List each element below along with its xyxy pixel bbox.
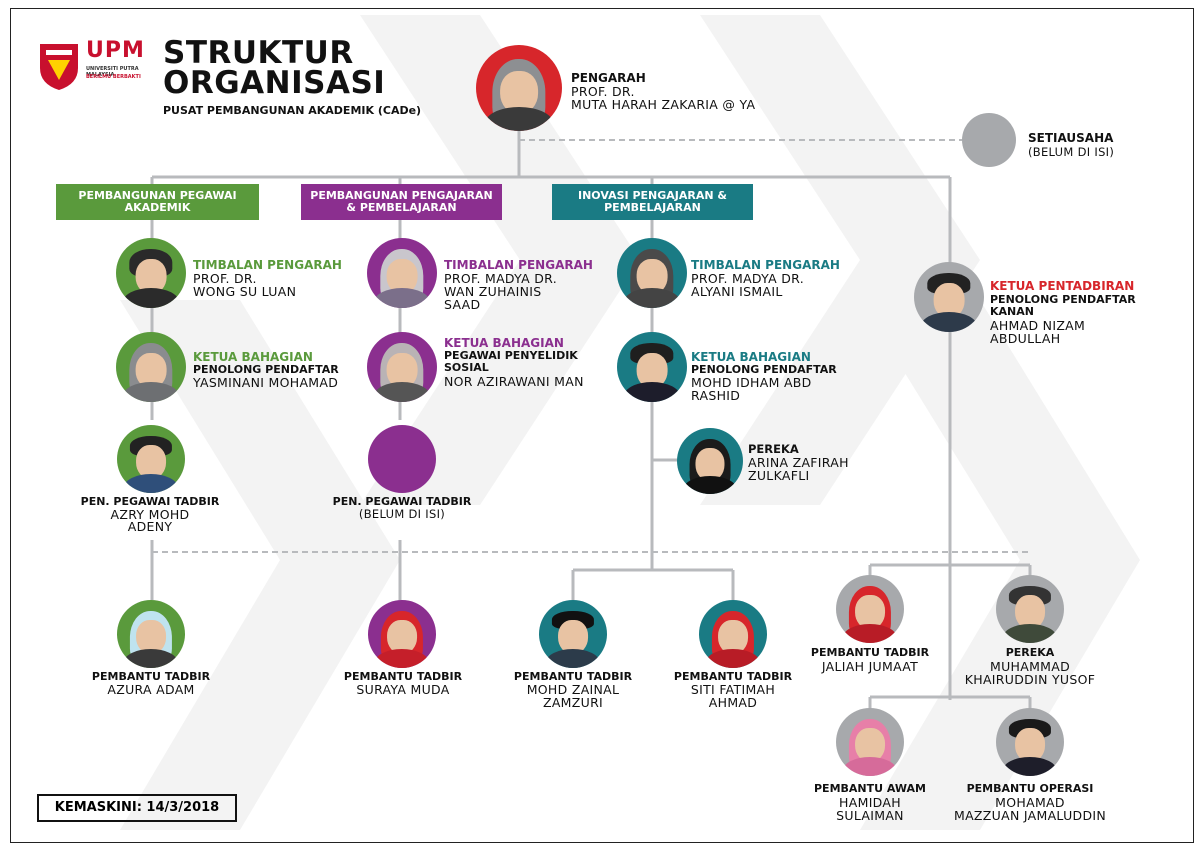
head-3-photo	[617, 332, 687, 402]
head-3-name-line1: MOHD IDHAM ABD	[691, 375, 812, 390]
staff-7-post: PEMBANTU AWAM	[813, 782, 927, 795]
deputy-3-name-line2: ALYANI ISMAIL	[691, 284, 783, 299]
staff-7-photo	[836, 708, 904, 776]
upm-crest-icon	[40, 44, 78, 90]
head-3-name-line2: RASHID	[691, 388, 741, 403]
head-2-role: KETUA BAHAGIAN	[444, 336, 564, 350]
deputy-2-name-line2: WAN ZUHAINIS	[444, 284, 542, 299]
admin-head-photo	[914, 262, 984, 332]
designer-3-post: PEREKA	[748, 442, 799, 456]
head-2-name: NOR AZIRAWANI MAN	[444, 374, 584, 389]
staff-3-name-line1: MOHD ZAINAL	[526, 682, 620, 697]
director-name-line2: MUTA HARAH ZAKARIA @ YA	[571, 97, 756, 112]
head-2-photo	[367, 332, 437, 402]
deputy-2-photo	[367, 238, 437, 308]
staff-5-photo	[836, 575, 904, 643]
designer-3-name-line2: ZULKAFLI	[748, 468, 810, 483]
designer-3-photo	[677, 428, 743, 494]
deputy-1-name-line2: WONG SU LUAN	[193, 284, 297, 299]
deputy-1-name-line1: PROF. DR.	[193, 271, 257, 286]
deputy-3-role: TIMBALAN PENGARAH	[691, 258, 840, 272]
admin-head-name-line1: AHMAD NIZAM	[990, 318, 1086, 333]
officer-1-photo	[117, 425, 185, 493]
staff-6-name-line1: MUHAMMAD	[989, 659, 1071, 674]
officer-1-name-line2: ADENY	[127, 519, 173, 534]
staff-4-photo	[699, 600, 767, 668]
staff-1-photo	[117, 600, 185, 668]
director-photo	[476, 45, 562, 131]
staff-2-post: PEMBANTU TADBIR	[343, 670, 463, 683]
staff-3-name-line2: ZAMZURI	[542, 695, 604, 710]
staff-3-post: PEMBANTU TADBIR	[513, 670, 633, 683]
last-updated-label: KEMASKINI: 14/3/2018	[37, 794, 237, 822]
page-title-line1: STRUKTUR	[163, 35, 354, 71]
officer-1-name-line1: AZRY MOHD	[110, 507, 190, 522]
head-1-role: KETUA BAHAGIAN	[193, 350, 313, 364]
deputy-1-photo	[116, 238, 186, 308]
secretary-photo-placeholder	[962, 113, 1016, 167]
staff-8-post: PEMBANTU OPERASI	[966, 782, 1094, 795]
staff-5-post: PEMBANTU TADBIR	[810, 646, 930, 659]
staff-1-post: PEMBANTU TADBIR	[91, 670, 211, 683]
admin-head-name-line2: ABDULLAH	[990, 331, 1061, 346]
director-role: PENGARAH	[571, 71, 646, 85]
head-3-role: KETUA BAHAGIAN	[691, 350, 811, 364]
officer-1-post: PEN. PEGAWAI TADBIR	[80, 495, 220, 508]
staff-2-name: SURAYA MUDA	[356, 682, 450, 697]
deputy-3-photo	[617, 238, 687, 308]
head-2-post-line2: SOSIAL	[444, 361, 489, 374]
logo-text: UPM	[86, 38, 145, 63]
page-title-line2: ORGANISASI	[163, 65, 386, 101]
officer-2-name: (BELUM DI ISI)	[358, 507, 446, 521]
deputy-2-name-line1: PROF. MADYA DR.	[444, 271, 557, 286]
staff-1-name: AZURA ADAM	[107, 682, 195, 697]
designer-3-name-line1: ARINA ZAFIRAH	[748, 455, 849, 470]
upm-logo: UPM UNIVERSITI PUTRA MALAYSIA BERILMU BE…	[36, 38, 156, 92]
staff-6-photo	[996, 575, 1064, 643]
deputy-1-role: TIMBALAN PENGARAH	[193, 258, 342, 272]
deputy-2-name-line3: SAAD	[444, 297, 481, 312]
page-subtitle: PUSAT PEMBANGUNAN AKADEMIK (CADe)	[163, 104, 422, 117]
staff-6-post: PEREKA	[1005, 646, 1055, 659]
head-1-post: PENOLONG PENDAFTAR	[193, 363, 339, 376]
staff-7-name-line2: SULAIMAN	[836, 808, 904, 823]
division-header-teaching-learning: PEMBANGUNAN PENGAJARAN & PEMBELAJARAN	[301, 184, 502, 220]
officer-2-photo-placeholder	[368, 425, 436, 493]
secretary-role: SETIAUSAHA	[1028, 131, 1114, 145]
head-1-name: YASMINANI MOHAMAD	[193, 375, 339, 390]
watermark-chevrons	[120, 15, 1140, 830]
staff-3-photo	[539, 600, 607, 668]
staff-4-post: PEMBANTU TADBIR	[673, 670, 793, 683]
division-header-academic-staff: PEMBANGUNAN PEGAWAI AKADEMIK	[56, 184, 259, 220]
officer-2-post: PEN. PEGAWAI TADBIR	[332, 495, 472, 508]
staff-2-photo	[368, 600, 436, 668]
director-name-line1: PROF. DR.	[571, 84, 635, 99]
staff-7-name-line1: HAMIDAH	[839, 795, 901, 810]
head-2-post-line1: PEGAWAI PENYELIDIK	[444, 349, 578, 362]
staff-8-photo	[996, 708, 1064, 776]
admin-head-post-line2: KANAN	[990, 305, 1034, 318]
page-frame	[10, 8, 1194, 843]
staff-6-name-line2: KHAIRUDDIN YUSOF	[964, 672, 1096, 687]
head-3-post: PENOLONG PENDAFTAR	[691, 363, 837, 376]
admin-head-post-line1: PENOLONG PENDAFTAR	[990, 293, 1136, 306]
staff-8-name-line1: MOHAMAD	[995, 795, 1065, 810]
staff-8-name-line2: MAZZUAN JAMALUDDIN	[953, 808, 1107, 823]
logo-subtext: UNIVERSITI PUTRA MALAYSIA	[86, 66, 139, 78]
staff-4-name-line1: SITI FATIMAH	[690, 682, 776, 697]
secretary-name: (BELUM DI ISI)	[1028, 145, 1115, 159]
admin-head-role: KETUA PENTADBIRAN	[990, 279, 1135, 293]
staff-5-name: JALIAH JUMAAT	[821, 659, 919, 674]
head-1-photo	[116, 332, 186, 402]
deputy-3-name-line1: PROF. MADYA DR.	[691, 271, 804, 286]
logo-motto: BERILMU BERBAKTI	[86, 74, 141, 80]
deputy-2-role: TIMBALAN PENGARAH	[444, 258, 593, 272]
division-header-innovation: INOVASI PENGAJARAN & PEMBELAJARAN	[552, 184, 753, 220]
staff-4-name-line2: AHMAD	[708, 695, 758, 710]
